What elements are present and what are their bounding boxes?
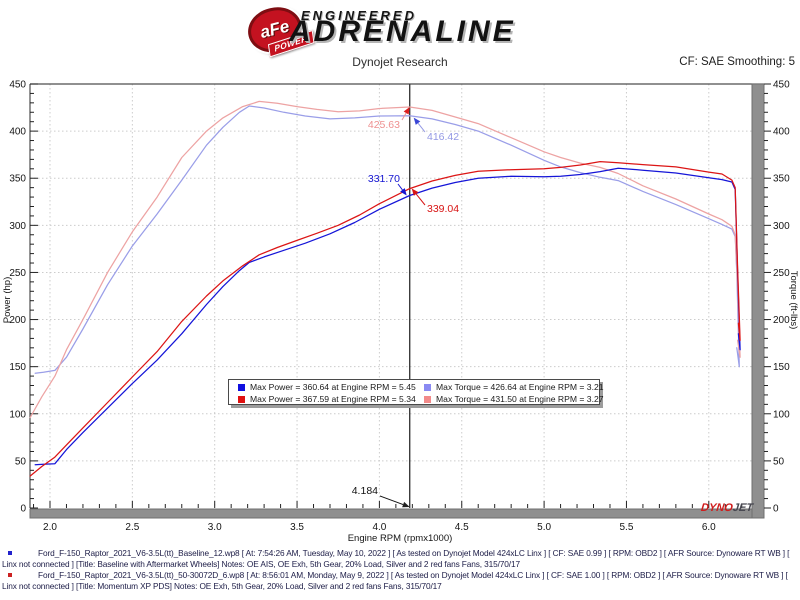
- run-bullet: [8, 573, 12, 577]
- power-axis-tick-label: 0: [20, 504, 26, 515]
- smoothing-setting: CF: SAE Smoothing: 5: [679, 56, 795, 68]
- power-axis-tick-label: 400: [9, 127, 26, 138]
- torque-axis-tick-label: 200: [773, 315, 790, 326]
- torque-axis-tick-label: 150: [773, 362, 790, 373]
- legend-item: Max Power = 367.59 at Engine RPM = 5.34: [238, 394, 424, 404]
- callout-value: 4.184: [352, 485, 378, 497]
- callout-arrow: [413, 117, 421, 125]
- x-axis-tick-label: 4.5: [455, 522, 469, 533]
- power-axis-tick-label: 150: [9, 362, 26, 373]
- callout-arrow: [400, 188, 407, 196]
- callout-leader: [379, 495, 404, 506]
- legend-swatch: [238, 395, 245, 403]
- power-axis-tick-label: 300: [9, 221, 26, 232]
- legend-label: Max Torque = 426.64 at Engine RPM = 3.21: [436, 382, 604, 392]
- dynojet-logo-dyno: DYNO: [700, 502, 734, 514]
- callout-arrow: [403, 106, 410, 115]
- series-baseline-power: [34, 167, 741, 466]
- legend-item: Max Torque = 431.50 at Engine RPM = 3.27: [424, 394, 604, 404]
- torque-axis-tick-label: 350: [773, 174, 790, 185]
- power-axis-tick-label: 200: [9, 315, 26, 326]
- brand-adrenaline: ADRENALINE: [289, 15, 516, 48]
- x-axis-tick-label: 2.0: [43, 522, 57, 533]
- power-axis-tick-label: 50: [15, 456, 27, 467]
- right-axis-bar: [751, 83, 765, 519]
- callout-value: 416.42: [427, 131, 459, 143]
- legend-swatch: [424, 383, 431, 391]
- torque-axis-tick-label: 0: [773, 504, 779, 515]
- dynojet-logo-jet: JET: [732, 502, 754, 514]
- series-momentum-power: [29, 160, 741, 477]
- torque-axis-tick-label: 100: [773, 409, 790, 420]
- torque-axis-tick-label: 50: [773, 456, 785, 467]
- run-text: Ford_F-150_Raptor_2021_V6-3.5L(tt)_Basel…: [2, 548, 790, 569]
- callout-arrow: [411, 188, 419, 196]
- x-axis-tick-label: 5.5: [619, 522, 633, 533]
- series-momentum-torque: [29, 100, 741, 419]
- power-axis-tick-label: 350: [9, 174, 26, 185]
- power-axis-tick-label: 100: [9, 409, 26, 420]
- dynojet-logo: DYNOJET: [700, 502, 753, 514]
- callout-value: 331.70: [368, 173, 400, 185]
- run-annotation: Ford_F-150_Raptor_2021_V6-3.5L(tt)_Basel…: [2, 548, 797, 570]
- callout-leader: [397, 183, 403, 191]
- legend-item: Max Torque = 426.64 at Engine RPM = 3.21: [424, 382, 604, 392]
- x-axis-tick-label: 6.0: [702, 522, 716, 533]
- torque-axis-tick-label: 300: [773, 221, 790, 232]
- brand-engineered: ENGINEERED: [301, 8, 417, 23]
- power-axis-tick-label: 250: [9, 268, 26, 279]
- callout-arrow: [402, 501, 410, 508]
- x-axis-tick-label: 2.5: [125, 522, 139, 533]
- callout-leader: [417, 122, 426, 133]
- callout-leader: [415, 193, 426, 206]
- x-axis-tick-label: 3.5: [290, 522, 304, 533]
- callout-value: 425.63: [368, 119, 400, 131]
- legend-label: Max Power = 367.59 at Engine RPM = 5.34: [250, 394, 416, 404]
- x-axis-title: Engine RPM (rpmx1000): [348, 533, 453, 544]
- brand-header: aFe POWER ENGINEERED ADRENALINE: [0, 0, 800, 58]
- legend-swatch: [238, 383, 245, 391]
- x-axis-bar: [29, 508, 765, 519]
- torque-axis-title: Torque (ft-lbs): [788, 271, 799, 330]
- x-axis-tick-label: 3.0: [208, 522, 222, 533]
- legend-item: Max Power = 360.64 at Engine RPM = 5.45: [238, 382, 424, 392]
- run-bullet: [8, 551, 12, 555]
- run-annotation: Ford_F-150_Raptor_2021_V6-3.5L(tt)_50-30…: [2, 570, 797, 592]
- legend-box: Max Power = 360.64 at Engine RPM = 5.45 M…: [228, 379, 604, 405]
- run-annotations: Ford_F-150_Raptor_2021_V6-3.5L(tt)_Basel…: [2, 548, 797, 592]
- x-axis-tick-label: 5.0: [537, 522, 551, 533]
- legend-label: Max Torque = 431.50 at Engine RPM = 3.27: [436, 394, 604, 404]
- report-title: Dynojet Research: [352, 55, 448, 69]
- torque-axis-tick-label: 250: [773, 268, 790, 279]
- callout-value: 339.04: [427, 203, 459, 215]
- legend-swatch: [424, 395, 431, 403]
- x-axis-tick-label: 4.0: [372, 522, 386, 533]
- series-baseline-torque: [34, 105, 740, 374]
- legend-label: Max Power = 360.64 at Engine RPM = 5.45: [250, 382, 416, 392]
- callout-leader: [401, 112, 407, 121]
- torque-axis-tick-label: 450: [773, 80, 790, 91]
- run-text: Ford_F-150_Raptor_2021_V6-3.5L(tt)_50-30…: [2, 570, 788, 591]
- power-axis-tick-label: 450: [9, 80, 26, 91]
- power-axis-title: Power (hp): [2, 277, 13, 323]
- torque-axis-tick-label: 400: [773, 127, 790, 138]
